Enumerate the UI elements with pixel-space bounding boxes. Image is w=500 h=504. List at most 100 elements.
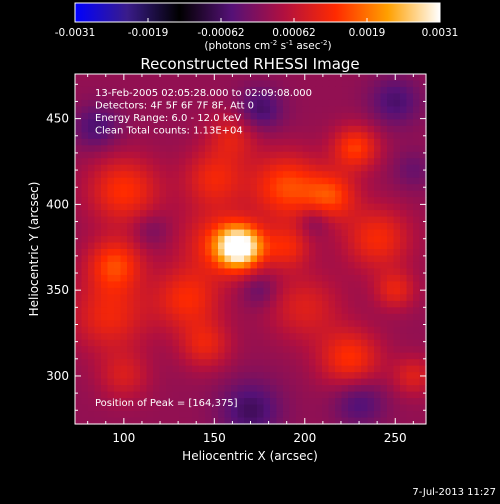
heatmap-cell bbox=[387, 177, 395, 185]
heatmap-cell bbox=[75, 359, 83, 367]
heatmap-cell bbox=[315, 93, 323, 101]
heatmap-cell bbox=[257, 339, 265, 347]
heatmap-cell bbox=[406, 339, 414, 347]
heatmap-cell bbox=[296, 112, 304, 120]
heatmap-cell bbox=[159, 171, 167, 179]
heatmap-cell bbox=[400, 132, 408, 140]
heatmap-cell bbox=[419, 417, 427, 425]
heatmap-cell bbox=[94, 249, 102, 257]
heatmap-cell bbox=[192, 417, 200, 425]
heatmap-cell bbox=[146, 138, 154, 146]
heatmap-cell bbox=[198, 378, 206, 386]
heatmap-cell bbox=[322, 385, 330, 393]
heatmap-cell bbox=[172, 93, 180, 101]
heatmap-cell bbox=[283, 177, 291, 185]
heatmap-cell bbox=[179, 417, 187, 425]
heatmap-cell bbox=[328, 339, 336, 347]
heatmap-cell bbox=[263, 242, 271, 250]
heatmap-cell bbox=[192, 236, 200, 244]
heatmap-cell bbox=[244, 294, 252, 302]
heatmap-cell bbox=[153, 365, 161, 373]
heatmap-cell bbox=[192, 99, 200, 108]
heatmap-cell bbox=[315, 80, 323, 88]
heatmap-cell bbox=[283, 119, 291, 127]
heatmap-cell bbox=[159, 320, 167, 328]
heatmap-cell bbox=[374, 411, 382, 419]
heatmap-cell bbox=[94, 190, 102, 198]
heatmap-cell bbox=[166, 320, 174, 328]
heatmap-cell bbox=[81, 249, 89, 257]
heatmap-cell bbox=[302, 197, 310, 205]
heatmap-cell bbox=[380, 307, 388, 315]
heatmap-cell bbox=[406, 391, 414, 399]
heatmap-cell bbox=[244, 391, 252, 399]
heatmap-cell bbox=[296, 145, 304, 153]
heatmap-cell bbox=[101, 80, 109, 88]
heatmap-cell bbox=[289, 138, 297, 146]
heatmap-cell bbox=[211, 359, 219, 367]
heatmap-cell bbox=[283, 320, 291, 328]
heatmap-cell bbox=[127, 145, 135, 153]
heatmap-cell bbox=[101, 210, 109, 218]
heatmap-cell bbox=[393, 365, 401, 373]
heatmap-cell bbox=[127, 106, 135, 114]
heatmap-cell bbox=[107, 74, 115, 82]
heatmap-cell bbox=[244, 158, 252, 166]
heatmap-cell bbox=[224, 74, 232, 82]
heatmap-cell bbox=[231, 313, 239, 321]
heatmap-cell bbox=[263, 229, 271, 237]
heatmap-cell bbox=[140, 86, 148, 95]
heatmap-cell bbox=[237, 93, 245, 101]
heatmap-cell bbox=[153, 294, 161, 302]
heatmap-cell bbox=[270, 132, 278, 140]
heatmap-cell bbox=[289, 300, 297, 308]
heatmap-cell bbox=[205, 346, 213, 354]
heatmap-cell bbox=[276, 255, 284, 263]
heatmap-cell bbox=[283, 216, 291, 224]
heatmap-cell bbox=[257, 352, 265, 360]
heatmap-cell bbox=[374, 365, 382, 373]
heatmap-cell bbox=[400, 365, 408, 373]
heatmap-cell bbox=[302, 365, 310, 373]
heatmap-cell bbox=[348, 177, 356, 185]
heatmap-cell bbox=[75, 385, 83, 393]
heatmap-cell bbox=[185, 112, 193, 120]
heatmap-cell bbox=[283, 300, 291, 308]
heatmap-cell bbox=[244, 398, 252, 406]
heatmap-cell bbox=[140, 398, 148, 406]
heatmap-cell bbox=[309, 352, 317, 360]
heatmap-cell bbox=[81, 333, 89, 341]
heatmap-cell bbox=[237, 210, 245, 218]
heatmap-cell bbox=[88, 313, 96, 321]
heatmap-cell bbox=[140, 112, 148, 120]
heatmap-cell bbox=[354, 236, 362, 244]
heatmap-cell bbox=[224, 352, 232, 360]
heatmap-cell bbox=[211, 255, 219, 263]
heatmap-cell bbox=[419, 391, 427, 399]
heatmap-cell bbox=[172, 164, 180, 172]
heatmap-cell bbox=[367, 372, 375, 380]
heatmap-cell bbox=[393, 74, 401, 82]
heatmap-cell bbox=[185, 320, 193, 328]
heatmap-cell bbox=[393, 346, 401, 354]
heatmap-cell bbox=[270, 372, 278, 380]
heatmap-cell bbox=[185, 99, 193, 108]
heatmap-cell bbox=[341, 268, 349, 276]
heatmap-cell bbox=[244, 99, 252, 108]
heatmap-cell bbox=[211, 365, 219, 373]
heatmap-cell bbox=[315, 229, 323, 237]
heatmap-cell bbox=[276, 281, 284, 289]
heatmap-cell bbox=[413, 268, 421, 276]
heatmap-cell bbox=[263, 365, 271, 373]
heatmap-cell bbox=[296, 287, 304, 295]
heatmap-cell bbox=[94, 203, 102, 211]
heatmap-cell bbox=[120, 171, 128, 179]
heatmap-cell bbox=[224, 274, 232, 283]
heatmap-cell bbox=[159, 138, 167, 146]
heatmap-cell bbox=[367, 99, 375, 108]
heatmap-cell bbox=[250, 242, 258, 250]
heatmap-cell bbox=[283, 339, 291, 347]
heatmap-cell bbox=[224, 391, 232, 399]
heatmap-cell bbox=[413, 158, 421, 166]
heatmap-cell bbox=[406, 99, 414, 108]
